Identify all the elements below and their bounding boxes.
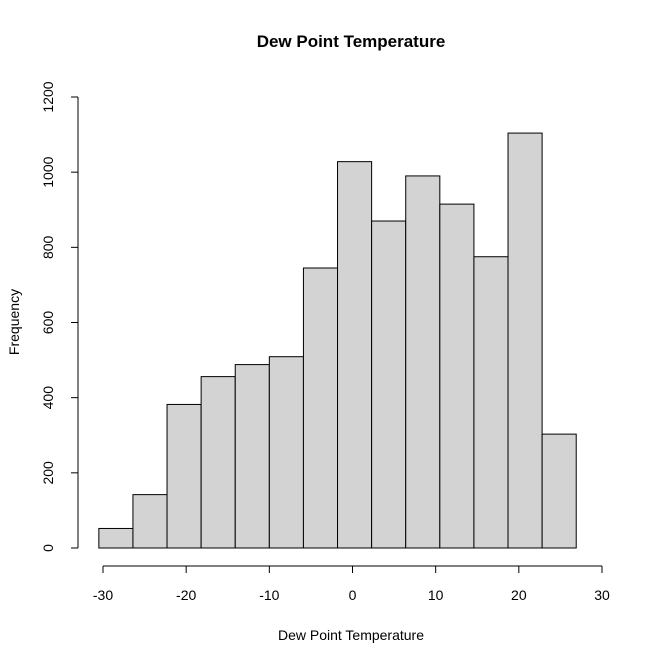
bars-group: [98, 132, 577, 549]
histogram-bar: [371, 220, 407, 549]
y-tick-label: 1200: [40, 81, 56, 112]
histogram-bar: [473, 256, 509, 549]
y-tick-label: 800: [40, 235, 56, 259]
y-axis-label: Frequency: [6, 289, 22, 355]
histogram-bar: [234, 364, 270, 549]
x-tick-label: 20: [511, 587, 527, 603]
histogram-bar: [302, 267, 339, 549]
histogram-bar: [541, 433, 577, 549]
histogram-bar: [268, 356, 304, 549]
histogram-bar: [200, 376, 236, 549]
x-tick-label: -30: [93, 587, 113, 603]
x-tick-label: 10: [428, 587, 444, 603]
x-tick-label: -20: [176, 587, 196, 603]
y-tick-label: 400: [40, 386, 56, 410]
histogram-bar: [439, 203, 475, 549]
x-axis: -30 -20 -10 0 10 20 30: [93, 565, 610, 603]
x-axis-label: Dew Point Temperature: [278, 627, 424, 643]
y-tick-label: 600: [40, 311, 56, 335]
x-tick-label: -10: [259, 587, 279, 603]
histogram-bar: [507, 132, 543, 549]
histogram-bar: [166, 403, 202, 549]
y-tick-label: 1000: [40, 156, 56, 187]
y-axis: 0 200 400 600 800 1000 1200: [40, 81, 79, 552]
y-tick-label: 0: [40, 544, 56, 552]
histogram-bar: [337, 161, 373, 549]
histogram-bar: [98, 527, 134, 549]
histogram-bar: [405, 175, 441, 549]
x-tick-label: 30: [594, 587, 610, 603]
chart-title: Dew Point Temperature: [257, 32, 446, 51]
histogram-bar: [132, 494, 168, 549]
y-tick-label: 200: [40, 461, 56, 485]
x-tick-label: 0: [349, 587, 357, 603]
